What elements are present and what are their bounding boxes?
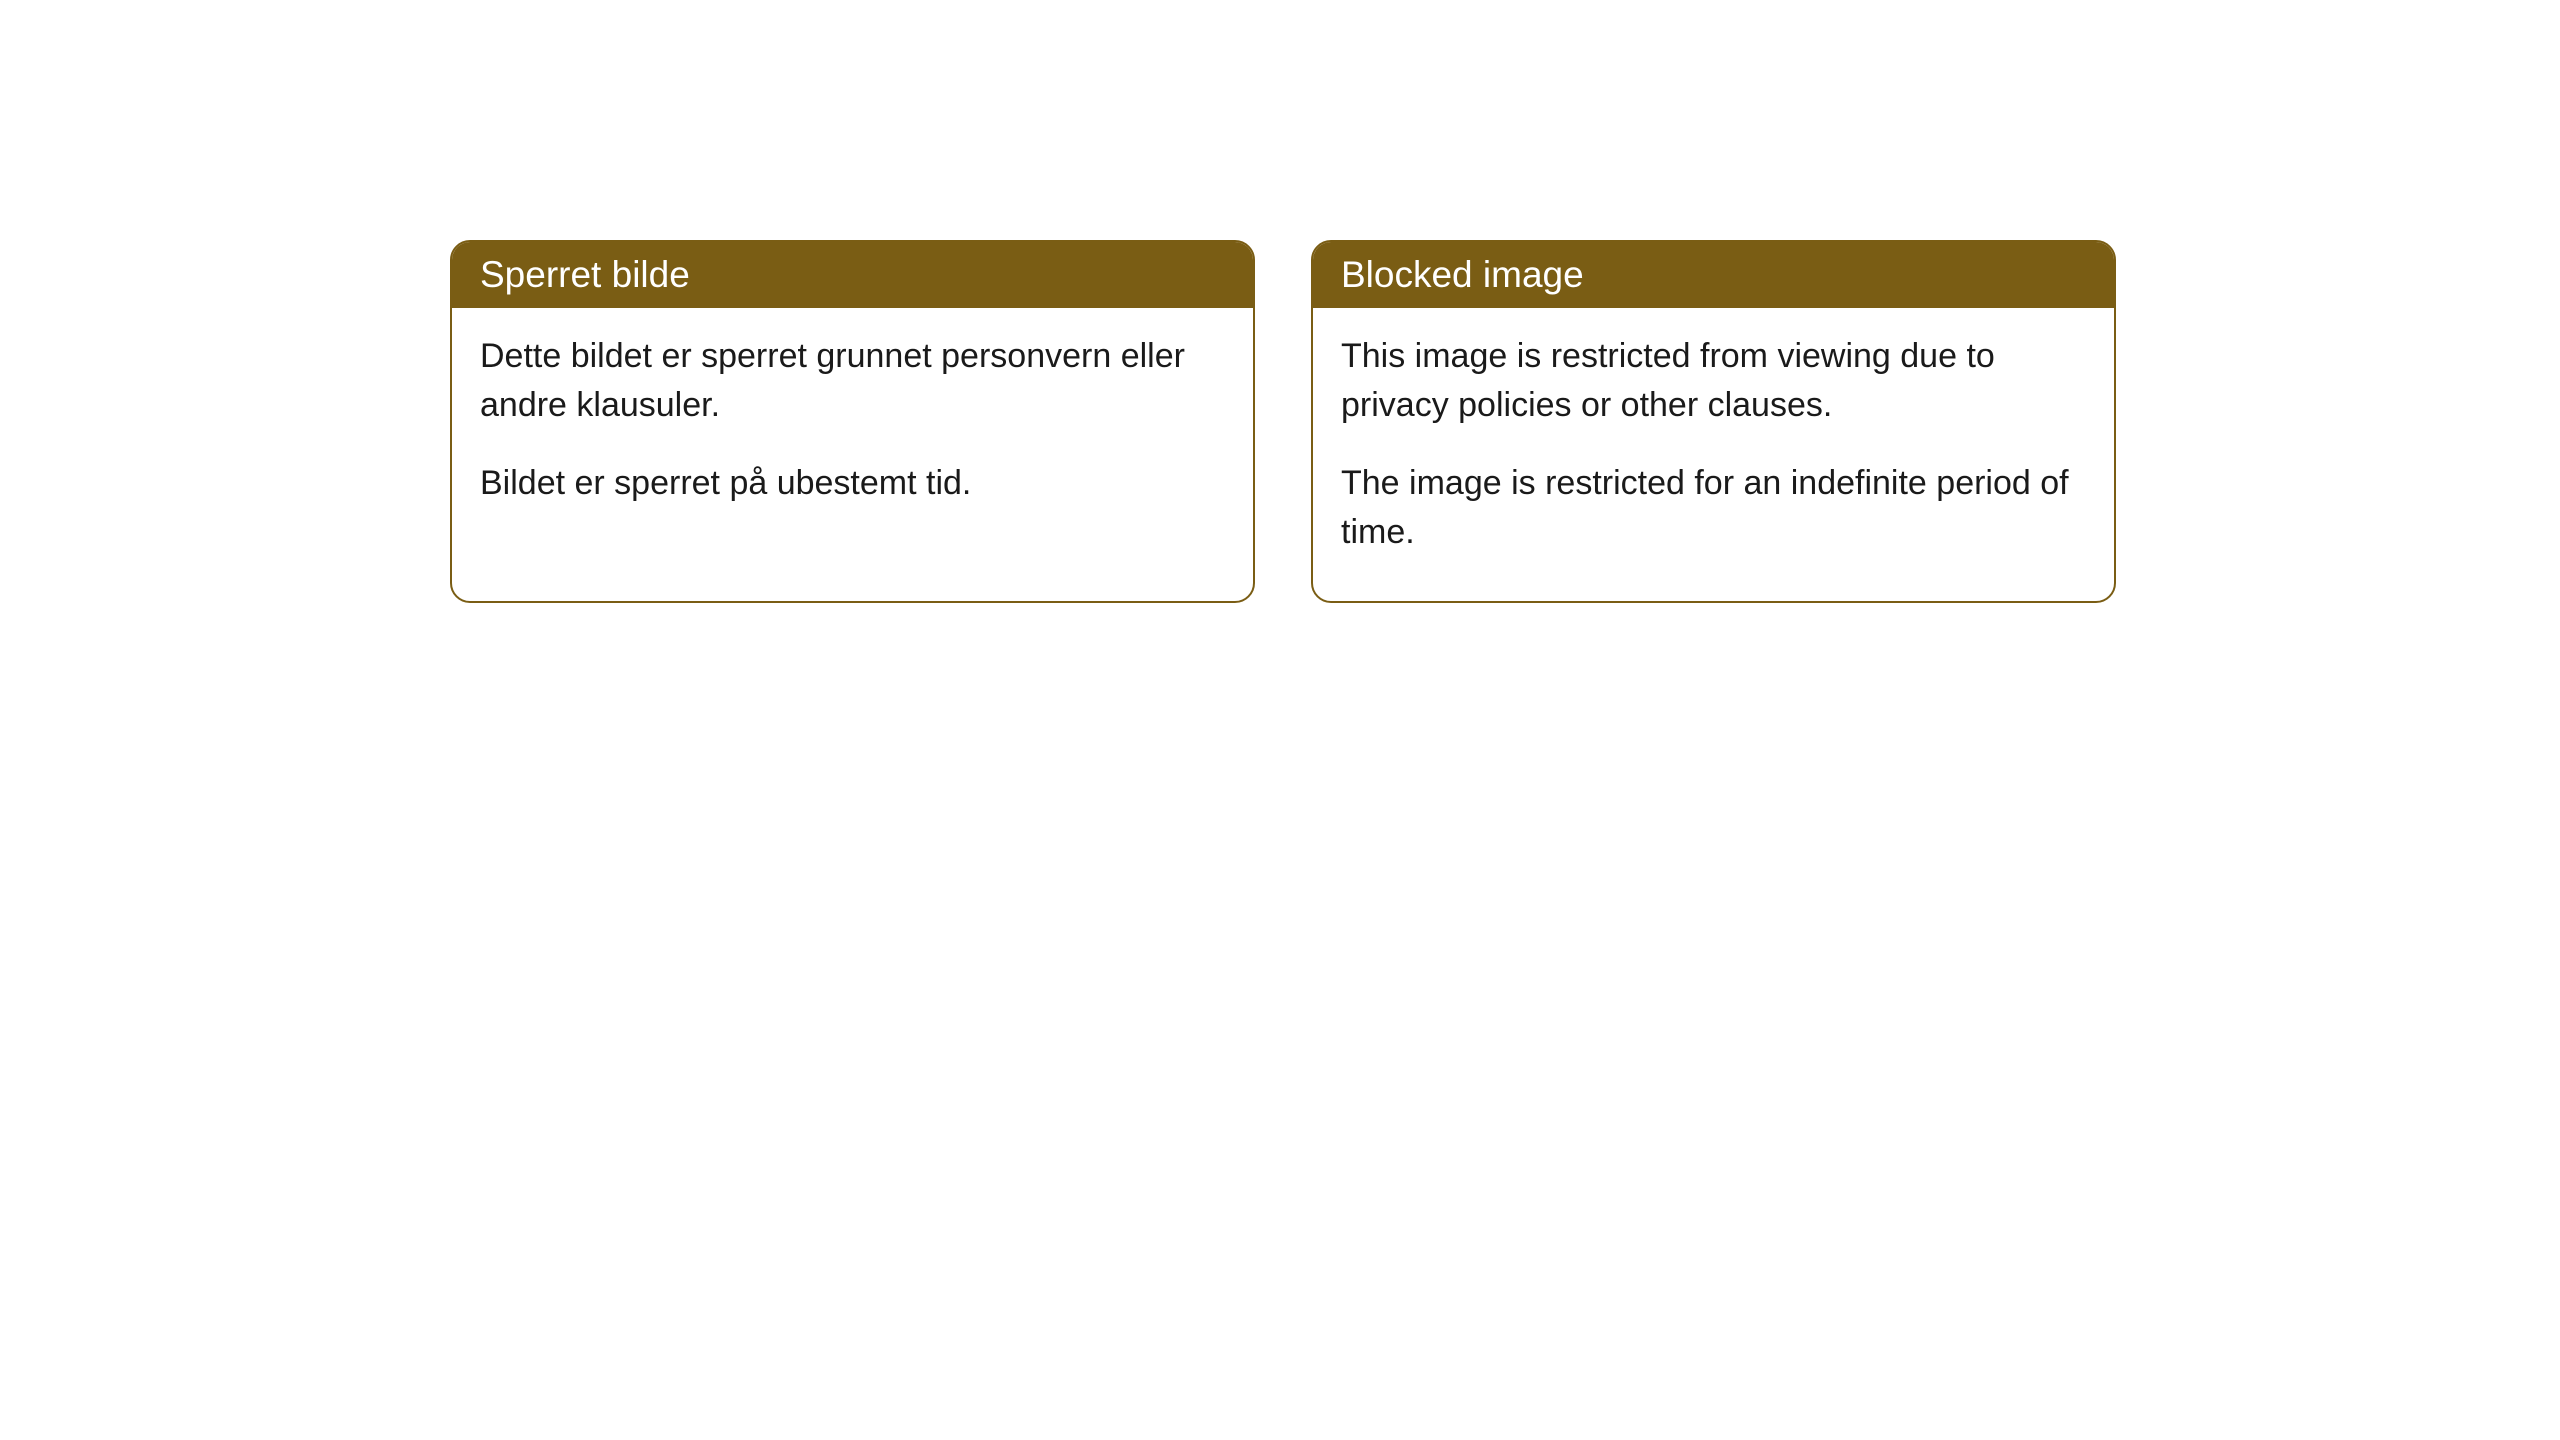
card-paragraph-2-english: The image is restricted for an indefinit…: [1341, 459, 2086, 558]
card-header-norwegian: Sperret bilde: [452, 242, 1253, 308]
card-paragraph-1-norwegian: Dette bildet er sperret grunnet personve…: [480, 332, 1225, 431]
blocked-image-card-english: Blocked image This image is restricted f…: [1311, 240, 2116, 603]
card-paragraph-1-english: This image is restricted from viewing du…: [1341, 332, 2086, 431]
card-body-english: This image is restricted from viewing du…: [1313, 308, 2114, 601]
card-title-norwegian: Sperret bilde: [480, 254, 690, 295]
card-body-norwegian: Dette bildet er sperret grunnet personve…: [452, 308, 1253, 552]
card-paragraph-2-norwegian: Bildet er sperret på ubestemt tid.: [480, 459, 1225, 508]
card-header-english: Blocked image: [1313, 242, 2114, 308]
notice-cards-container: Sperret bilde Dette bildet er sperret gr…: [450, 240, 2116, 603]
card-title-english: Blocked image: [1341, 254, 1584, 295]
blocked-image-card-norwegian: Sperret bilde Dette bildet er sperret gr…: [450, 240, 1255, 603]
